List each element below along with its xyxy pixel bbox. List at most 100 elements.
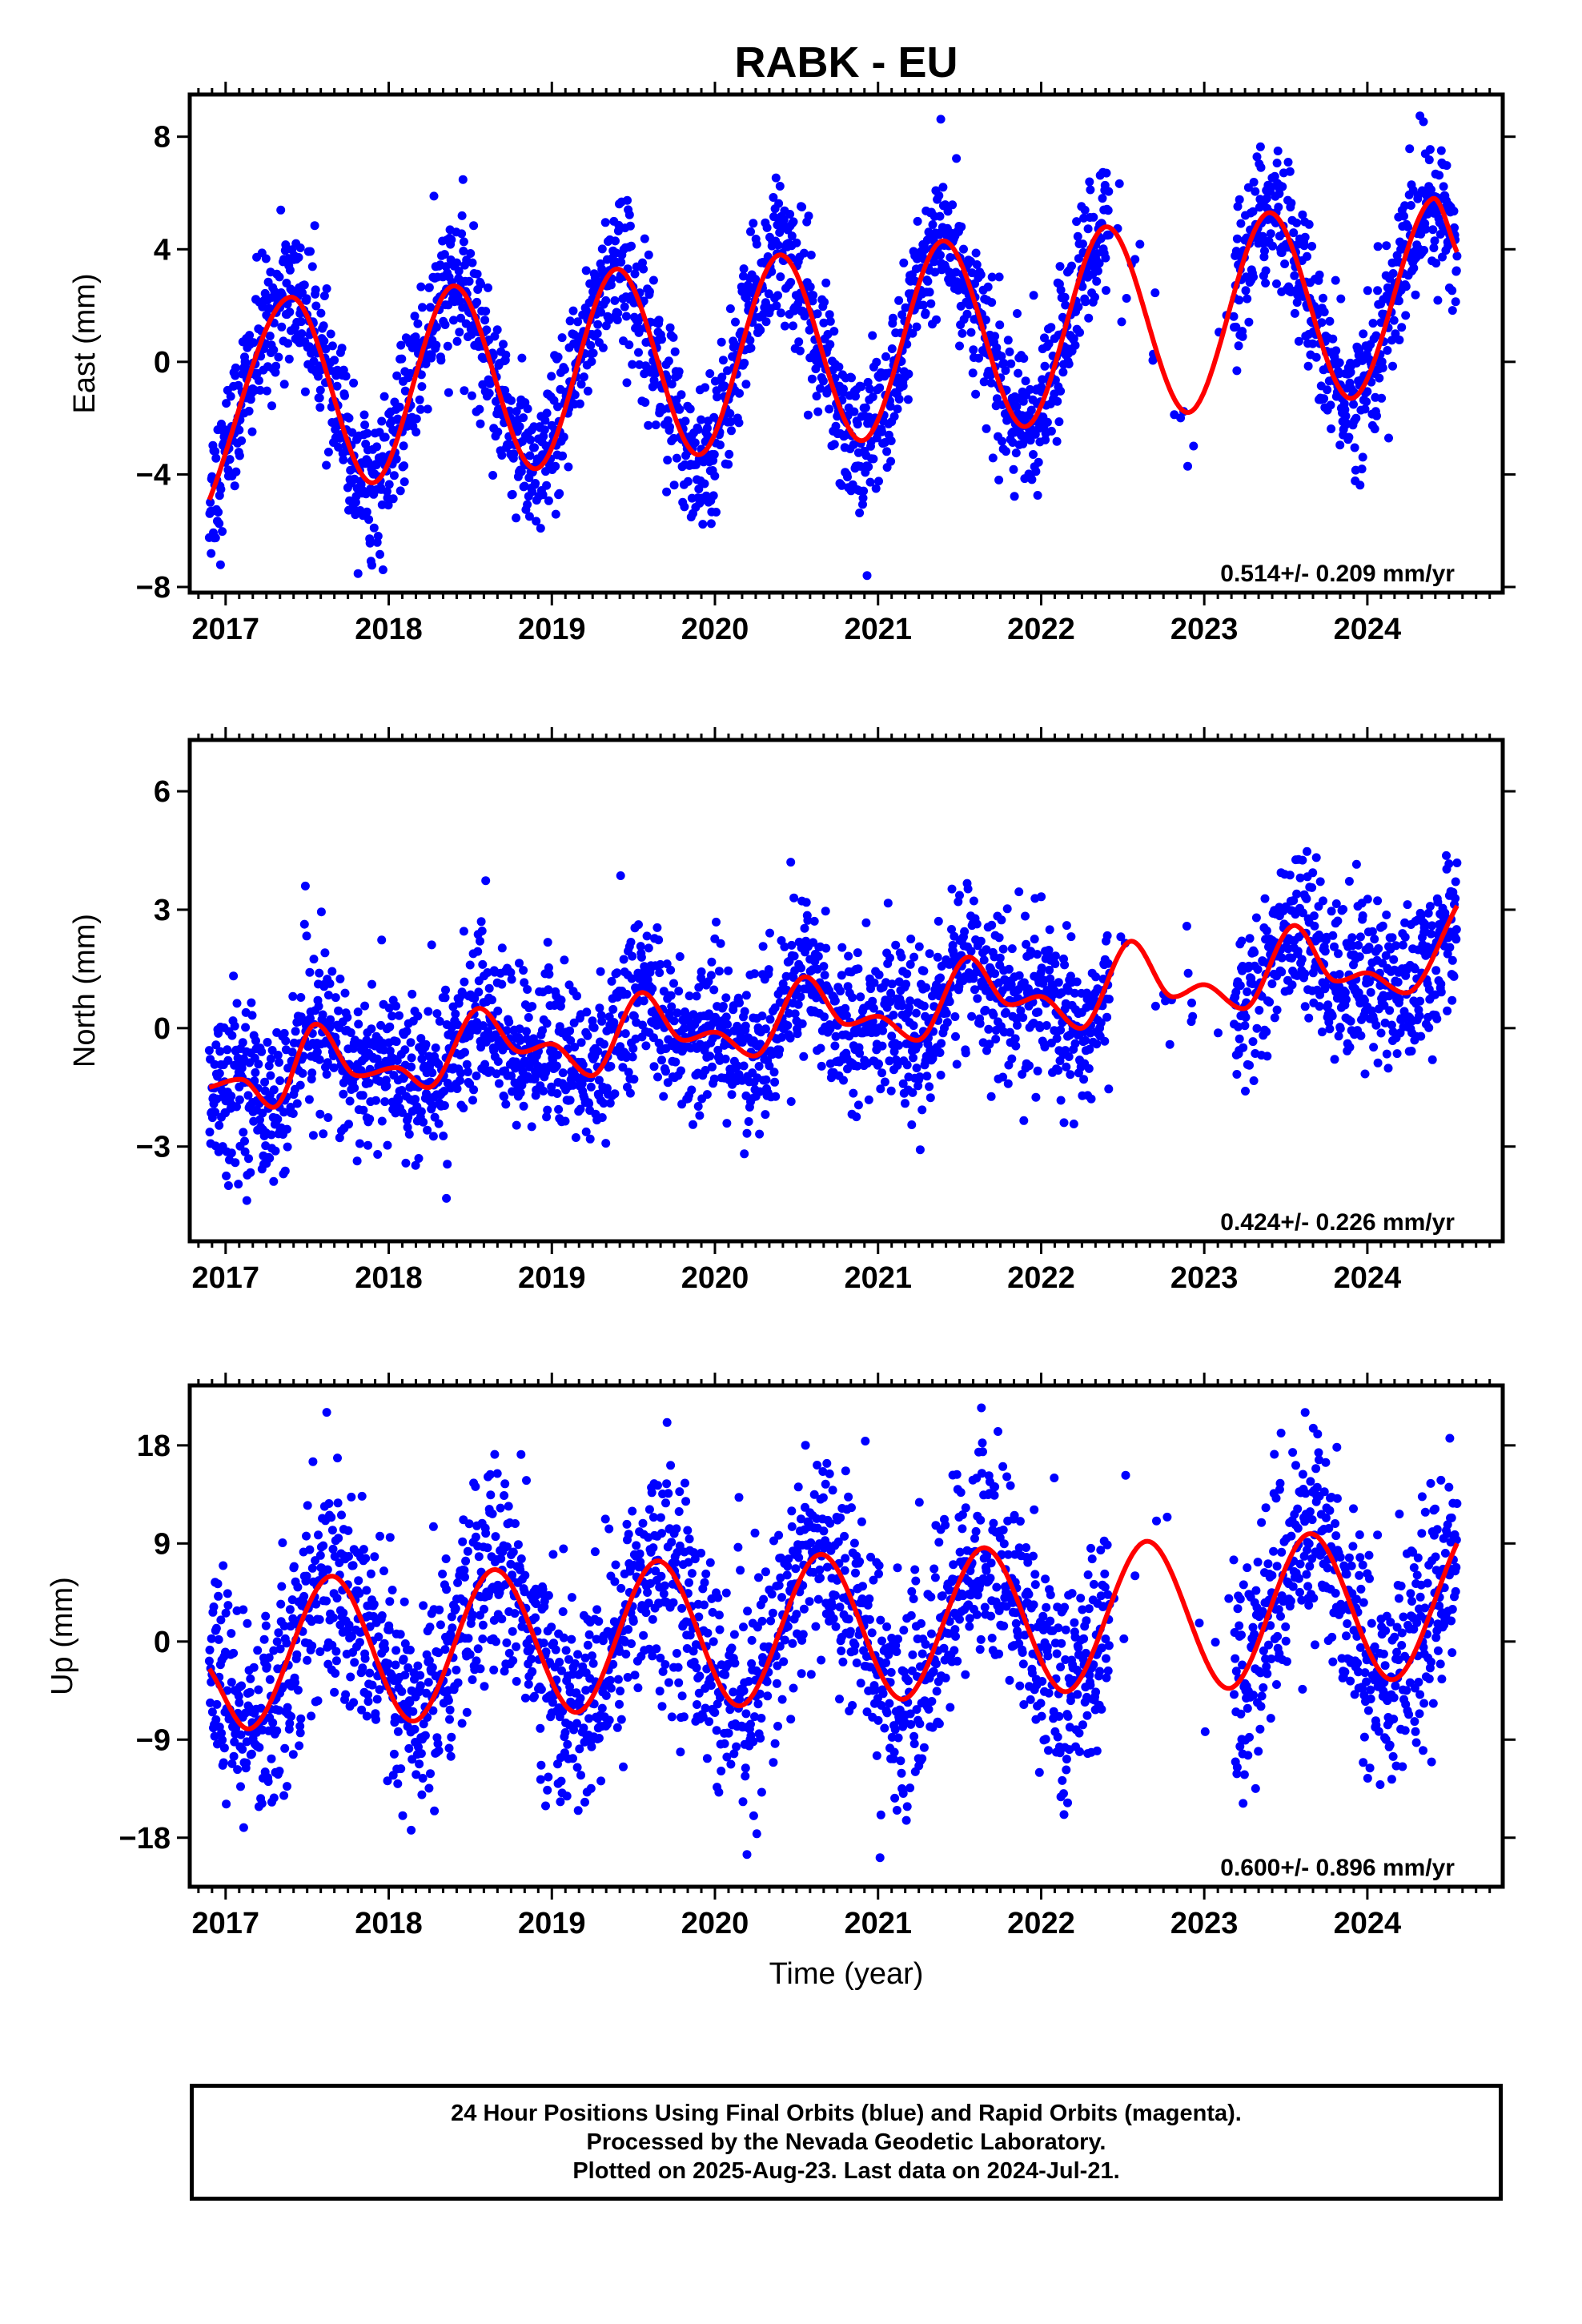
- east-data-point: [600, 218, 610, 227]
- north-data-point: [966, 947, 976, 956]
- north-data-point: [917, 1105, 927, 1115]
- east-data-point: [986, 370, 996, 380]
- east-data-point: [613, 308, 623, 318]
- north-data-point: [516, 1088, 525, 1098]
- north-data-point: [1104, 995, 1114, 1004]
- north-data-point: [380, 1097, 390, 1107]
- east-data-point: [1439, 182, 1448, 191]
- north-data-point: [1333, 916, 1343, 926]
- north-data-point: [401, 1158, 411, 1168]
- north-data-point: [1308, 868, 1318, 878]
- east-data-point: [373, 532, 383, 541]
- east-data-point: [606, 280, 616, 290]
- north-data-point: [319, 1129, 328, 1139]
- north-data-point: [312, 1047, 322, 1057]
- east-data-point: [1336, 294, 1346, 304]
- east-data-point: [583, 386, 592, 396]
- east-data-point: [1261, 279, 1271, 287]
- east-data-point: [650, 380, 659, 390]
- east-data-point: [829, 440, 839, 449]
- east-data-point: [1094, 259, 1104, 268]
- east-data-point: [508, 489, 517, 499]
- east-data-point: [849, 440, 858, 449]
- east-data-point: [701, 383, 710, 392]
- north-data-point: [307, 1068, 317, 1078]
- north-data-point: [809, 916, 819, 926]
- east-data-point: [1027, 475, 1037, 485]
- north-data-point: [868, 996, 877, 1006]
- east-data-point: [979, 377, 989, 387]
- east-data-point: [382, 487, 391, 497]
- north-data-point: [712, 917, 721, 927]
- north-data-point: [1052, 1034, 1062, 1043]
- east-data-point: [1299, 241, 1309, 251]
- east-data-point: [894, 296, 904, 305]
- north-data-point: [909, 952, 919, 962]
- east-data-point: [323, 448, 333, 456]
- east-data-point: [1034, 457, 1043, 467]
- north-data-point: [265, 1153, 275, 1163]
- north-data-point: [960, 927, 970, 936]
- north-data-point: [624, 1068, 633, 1077]
- north-data-point: [477, 927, 487, 935]
- east-data-point: [262, 386, 271, 396]
- east-data-point: [1388, 269, 1398, 278]
- north-data-point: [912, 1063, 921, 1073]
- east-data-point: [249, 338, 259, 348]
- east-data-point: [1355, 346, 1364, 355]
- east-data-point: [488, 471, 498, 480]
- east-data-point: [1435, 230, 1445, 239]
- north-data-point: [1103, 959, 1113, 968]
- east-data-point: [1102, 168, 1111, 178]
- east-data-point: [829, 327, 839, 336]
- north-data-point: [600, 1039, 608, 1049]
- north-data-point: [673, 1008, 682, 1018]
- north-data-point: [880, 1077, 889, 1087]
- east-data-point: [362, 507, 371, 517]
- east-data-point: [415, 395, 424, 404]
- east-data-point: [1010, 492, 1019, 501]
- east-data-point: [405, 368, 415, 378]
- north-data-point: [803, 915, 813, 925]
- north-data-point: [649, 1062, 659, 1072]
- north-data-point: [906, 935, 916, 943]
- north-data-point: [442, 1193, 452, 1203]
- east-data-point: [712, 508, 721, 517]
- east-data-point: [776, 272, 785, 282]
- east-data-point: [542, 408, 552, 418]
- north-data-point: [314, 1002, 323, 1011]
- north-data-point: [1022, 939, 1031, 949]
- north-data-point: [706, 971, 716, 980]
- east-data-point: [885, 401, 895, 411]
- north-data-point: [275, 1076, 285, 1085]
- east-data-point: [825, 340, 835, 349]
- north-data-point: [360, 1001, 370, 1011]
- north-data-point: [1369, 1043, 1379, 1052]
- north-data-point: [1241, 1012, 1251, 1022]
- north-data-point: [519, 1101, 528, 1111]
- east-data-point: [397, 354, 407, 364]
- north-data-point: [287, 1047, 297, 1057]
- north-data-point: [350, 1084, 359, 1093]
- north-data-point: [848, 993, 857, 1003]
- north-data-point: [915, 1145, 925, 1155]
- east-data-point: [859, 486, 869, 496]
- east-data-point: [1266, 229, 1275, 239]
- north-data-point: [905, 996, 915, 1006]
- north-data-point: [299, 1051, 308, 1061]
- east-data-point: [369, 523, 379, 533]
- north-data-point: [1232, 1070, 1242, 1079]
- north-data-point: [831, 1031, 841, 1041]
- north-data-point: [227, 1092, 236, 1101]
- east-y-tick-label: 8: [154, 121, 171, 155]
- north-data-point: [1304, 1013, 1314, 1023]
- north-data-point: [902, 1060, 912, 1070]
- north-data-point: [543, 1105, 552, 1115]
- north-data-point: [344, 1120, 353, 1129]
- east-data-point: [717, 337, 726, 347]
- east-data-point: [520, 481, 529, 491]
- north-data-point: [770, 1077, 780, 1087]
- north-data-point: [607, 976, 616, 986]
- east-data-point: [551, 509, 560, 519]
- north-data-point: [841, 1011, 851, 1020]
